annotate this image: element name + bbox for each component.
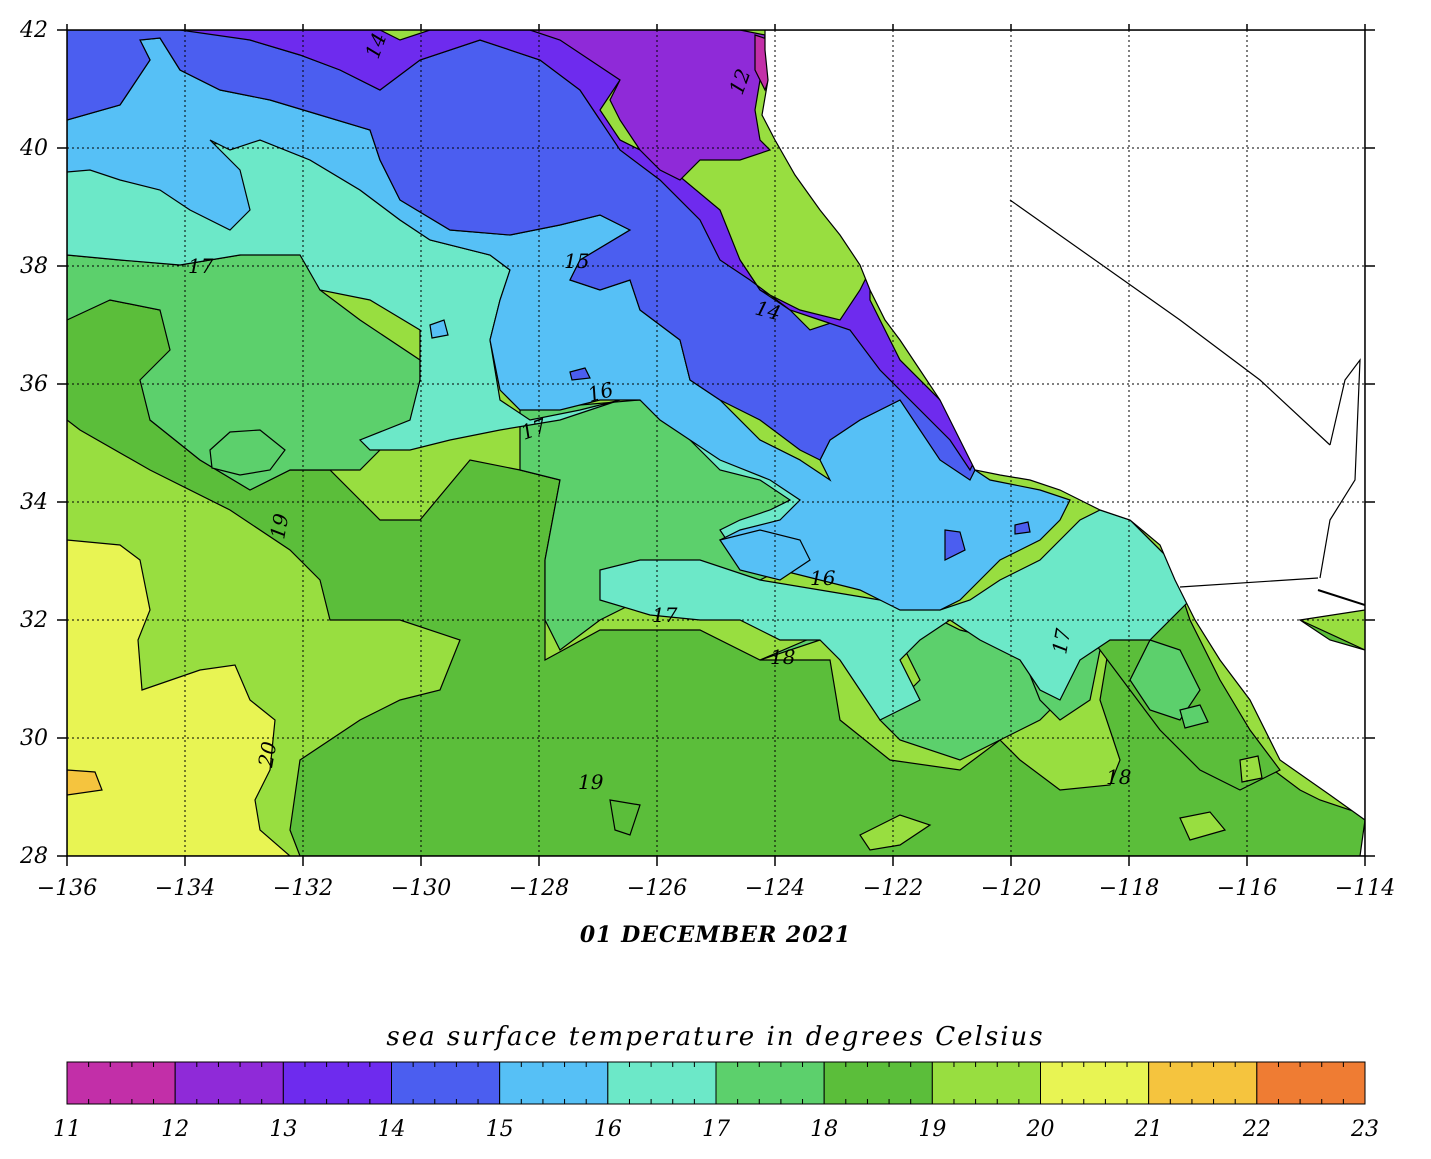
band-20-21 (67, 539, 291, 856)
date-label: 01 DECEMBER 2021 (579, 922, 852, 948)
contour-label: 17 (1047, 626, 1075, 656)
colorbar-swatch (66, 1061, 176, 1105)
colorbar-label: 15 (486, 1117, 514, 1142)
colorbar-swatch (282, 1061, 393, 1105)
colorbar (66, 1061, 1366, 1105)
colorbar-swatch (607, 1061, 717, 1105)
colorbar-labels: 11 12 13 14 15 16 17 18 19 20 21 22 23 (53, 1117, 1379, 1142)
lon-tick-label: −126 (627, 876, 687, 901)
colorbar-label: 14 (378, 1117, 406, 1142)
lon-tick-label: −134 (155, 876, 215, 901)
land-california (761, 30, 1365, 856)
lon-tick-label: −120 (981, 876, 1041, 901)
colorbar-label: 22 (1242, 1117, 1271, 1142)
lat-tick-label: 30 (20, 726, 48, 751)
latitude-axis: 42 40 38 36 34 32 30 28 (19, 18, 48, 869)
lon-tick-label: −118 (1099, 876, 1159, 901)
contour-label: 18 (1106, 765, 1131, 789)
band-18-19 (67, 299, 1365, 856)
colorbar-swatch (1148, 1061, 1258, 1105)
sst-field (67, 30, 1365, 856)
lon-tick-label: −132 (273, 876, 333, 901)
lat-tick-label: 32 (20, 608, 48, 633)
colorbar-label: 18 (810, 1117, 838, 1142)
colorbar-label: 20 (1026, 1117, 1055, 1142)
contour-label: 16 (810, 566, 836, 590)
contour-labels: 14 12 17 15 14 16 17 19 16 17 18 17 19 2… (188, 30, 1131, 794)
lon-tick-label: −128 (509, 876, 569, 901)
colorbar-swatch (931, 1061, 1041, 1105)
lat-tick-label: 42 (19, 18, 48, 43)
longitude-axis: −136 −134 −132 −130 −128 −126 −124 −122 −120 −118… (37, 876, 1395, 901)
band-12-13 (529, 30, 772, 181)
contour-label: 19 (265, 511, 293, 541)
colorbar-label: 21 (1134, 1117, 1163, 1142)
lat-tick-label: 36 (20, 372, 48, 397)
colorbar-label: 12 (161, 1117, 189, 1142)
colorbar-label: 13 (269, 1117, 297, 1142)
colorbar-label: 11 (53, 1117, 81, 1142)
lat-tick-label: 28 (19, 844, 48, 869)
lat-tick-label: 34 (20, 490, 48, 515)
contour-label: 17 (652, 603, 678, 627)
colorbar-label: 23 (1350, 1117, 1379, 1142)
lon-tick-label: −124 (745, 876, 805, 901)
colorbar-swatch (823, 1061, 933, 1105)
lon-tick-label: −116 (1217, 876, 1277, 901)
colorbar-swatch (174, 1061, 284, 1105)
colorbar-swatch (715, 1061, 825, 1105)
colorbar-swatch (499, 1061, 609, 1105)
colorbar-label: 19 (918, 1117, 946, 1142)
colorbar-label: 17 (702, 1117, 730, 1142)
contour-label: 20 (253, 739, 281, 769)
lon-tick-label: −130 (391, 876, 451, 901)
contour-label: 17 (188, 254, 214, 278)
lat-tick-label: 40 (19, 136, 48, 161)
graticule (57, 24, 1375, 866)
contour-label: 19 (578, 770, 604, 794)
lon-tick-label: −122 (863, 876, 923, 901)
colorbar-swatch (1256, 1061, 1366, 1105)
lon-tick-label: −114 (1335, 876, 1395, 901)
lat-tick-label: 38 (20, 254, 48, 279)
colorbar-swatch (391, 1061, 501, 1105)
colorbar-label: 16 (594, 1117, 622, 1142)
contour-label: 18 (770, 645, 795, 669)
contour-label: 15 (564, 249, 589, 273)
map-frame (66, 29, 1366, 857)
band-21-22 (67, 769, 103, 796)
colorbar-swatch (1040, 1061, 1150, 1105)
lon-tick-label: −136 (37, 876, 97, 901)
legend-title: sea surface temperature in degrees Celsi… (386, 1022, 1045, 1052)
